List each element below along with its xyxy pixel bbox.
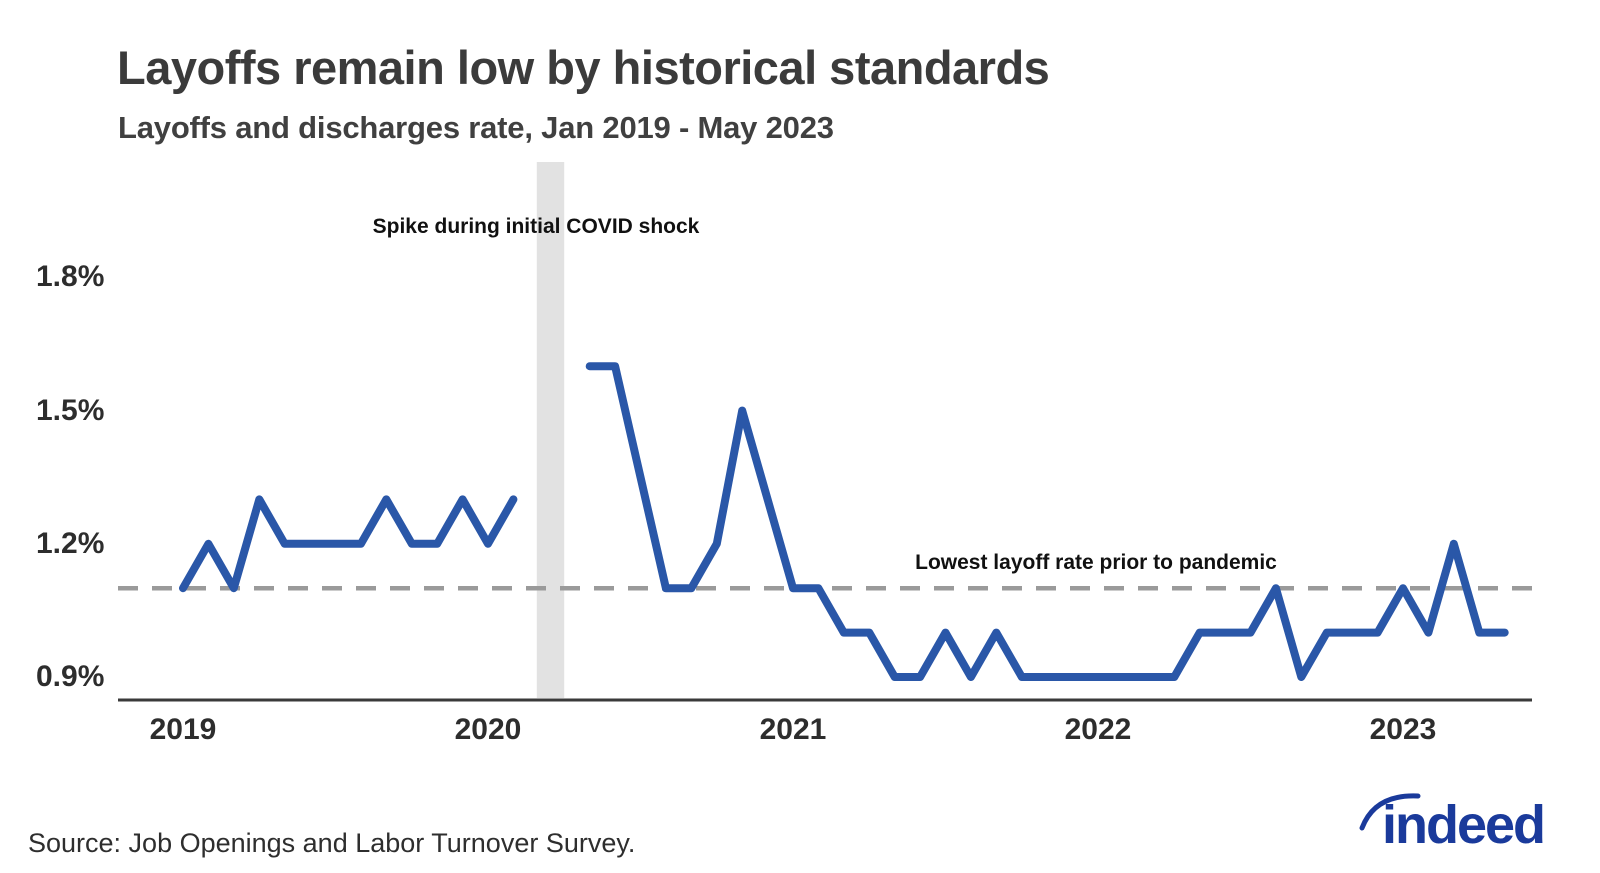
y-axis-tick-label-0-9: 0.9% [36,660,105,693]
page-title: Layoffs remain low by historical standar… [117,41,1050,94]
x-axis-tick-label-2023: 2023 [1369,713,1437,746]
annotation-lowest-rate: Lowest layoff rate prior to pandemic [915,551,1277,574]
trend-line [179,362,1509,681]
covid-band [536,162,565,698]
x-axis-tick-label-2020: 2020 [454,713,522,746]
x-axis-tick-label-2022: 2022 [1064,713,1132,746]
source-note: Source: Job Openings and Labor Turnover … [28,828,636,858]
indeed-logo-text: indeed [1382,795,1546,855]
y-axis-tick-label-1-2: 1.2% [36,526,105,560]
chart-subtitle: Layoffs and discharges rate, Jan 2019 - … [118,110,834,145]
x-axis-tick-label-2021: 2021 [759,713,827,746]
y-axis-tick-label-1-8: 1.8% [36,260,105,294]
indeed-logo: indeed [1356,793,1592,870]
indeed-logo-arc-path [1359,793,1421,831]
y-axis-tick-label-1-5: 1.5% [36,393,105,427]
annotation-covid-spike: Spike during initial COVID shock [372,215,700,238]
x-axis-tick-label-2019: 2019 [149,713,217,746]
indeed-logo-arc-icon [1359,793,1421,831]
